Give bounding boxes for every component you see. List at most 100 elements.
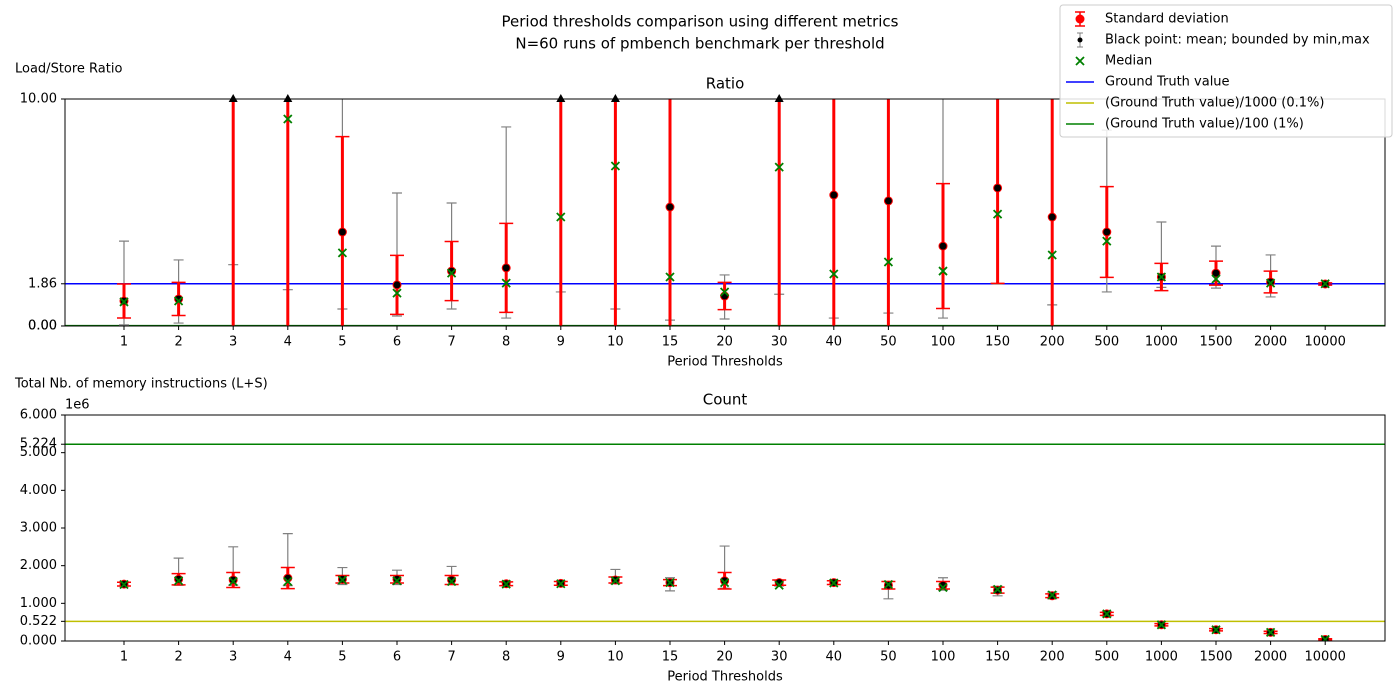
mean-point [774, 578, 784, 588]
x-tick-label: 2000 [1254, 335, 1287, 350]
x-axis-label: Period Thresholds [667, 670, 783, 685]
mean-point [883, 196, 893, 206]
legend-label: Standard deviation [1105, 12, 1229, 27]
mean-point [174, 294, 184, 304]
median-marker [556, 212, 566, 222]
median-marker [229, 72, 237, 80]
median-marker [1102, 236, 1112, 246]
x-tick-label: 40 [826, 650, 843, 665]
mean-point [392, 280, 402, 290]
mean-point [228, 575, 238, 585]
x-tick-label: 8 [502, 650, 510, 665]
x-tick-label: 6 [393, 650, 401, 665]
x-tick-label: 6 [393, 335, 401, 350]
median-marker [610, 161, 621, 171]
x-tick-label: 15 [662, 335, 679, 350]
median-marker [392, 576, 402, 586]
mean-point [665, 202, 675, 212]
std-cap [171, 281, 186, 317]
x-tick-label: 7 [447, 335, 455, 350]
median-marker [392, 288, 402, 298]
std-cap [936, 182, 950, 310]
median-marker [665, 272, 675, 282]
x-tick-label: 3 [229, 335, 237, 350]
median-marker [883, 579, 894, 590]
mean-off-scale [283, 94, 293, 102]
x-tick-label: 3 [229, 650, 237, 665]
x-tick-label: 4 [284, 335, 292, 350]
x-tick-label: 9 [557, 335, 565, 350]
legend-marker [1075, 56, 1085, 66]
median-marker [719, 287, 730, 297]
median-marker [337, 248, 348, 258]
legend-label: Ground Truth value [1105, 75, 1230, 90]
mean-off-scale [774, 94, 784, 102]
x-tick-label: 8 [502, 335, 510, 350]
std-cap [171, 572, 186, 586]
legend-label: (Ground Truth value)/100 (1%) [1105, 117, 1304, 132]
median-marker [283, 114, 293, 124]
x-tick-label: 200 [1040, 650, 1065, 665]
x-tick-label: 50 [880, 650, 897, 665]
x-tick-label: 20 [716, 650, 733, 665]
plot-area [65, 72, 1385, 326]
median-marker [1156, 620, 1167, 630]
std-cap [717, 571, 732, 590]
median-marker [1102, 609, 1112, 619]
x-tick-label: 1500 [1199, 335, 1232, 350]
std-cap [280, 566, 295, 590]
std-cap [990, 282, 1005, 285]
y-tick-label: 10.00 [20, 92, 57, 107]
x-tick-label: 100 [931, 650, 956, 665]
subplot-title: Count [703, 391, 748, 409]
mean-off-scale [610, 94, 620, 102]
median-marker [883, 257, 894, 267]
median-marker [938, 582, 948, 593]
median-marker [829, 269, 839, 279]
median-marker [610, 576, 621, 586]
x-tick-label: 1000 [1145, 335, 1178, 350]
x-tick-label: 2 [174, 335, 182, 350]
x-tick-label: 4 [284, 650, 292, 665]
std-cap [444, 240, 459, 302]
axes-frame [64, 414, 1386, 642]
mean-point [1211, 268, 1221, 278]
median-marker [283, 576, 293, 587]
median-marker [829, 578, 839, 588]
median-marker [1047, 250, 1057, 260]
mean-off-scale [556, 94, 566, 102]
median-marker [173, 576, 184, 586]
median-marker [1156, 272, 1167, 282]
median-marker [992, 209, 1003, 219]
offset-label: 1e6 [65, 398, 90, 413]
x-tick-label: 1000 [1145, 650, 1178, 665]
median-marker [501, 579, 511, 589]
legend: Standard deviation Black point: mean; bou… [1059, 4, 1393, 138]
axes-frame [64, 98, 1386, 327]
subplot-title: Ratio [706, 75, 745, 93]
y-tick-label: 1.86 [28, 276, 57, 291]
std-cap [444, 574, 459, 586]
std-cap [390, 254, 404, 316]
y-axis-label: Load/Store Ratio [15, 62, 122, 77]
x-tick-label: 1 [120, 650, 128, 665]
x-tick-label: 30 [771, 650, 788, 665]
median-marker [501, 278, 511, 288]
y-tick-label: 2.000 [20, 558, 57, 573]
mean-point [447, 266, 457, 276]
mean-point [720, 291, 730, 301]
mean-point [1047, 212, 1057, 222]
median-marker [1265, 278, 1276, 288]
std-cap [1209, 260, 1223, 286]
x-tick-label: 20 [716, 335, 733, 350]
mean-point [938, 241, 948, 251]
median-marker [173, 296, 184, 306]
mean-point [392, 574, 402, 584]
y-tick-label: 0.000 [20, 634, 57, 649]
median-marker [446, 576, 457, 587]
y-tick-label: 5.224 [20, 437, 57, 452]
y-axis-label: Total Nb. of memory instructions (L+S) [14, 377, 268, 392]
x-tick-label: 150 [985, 650, 1010, 665]
mean-point [938, 580, 948, 590]
